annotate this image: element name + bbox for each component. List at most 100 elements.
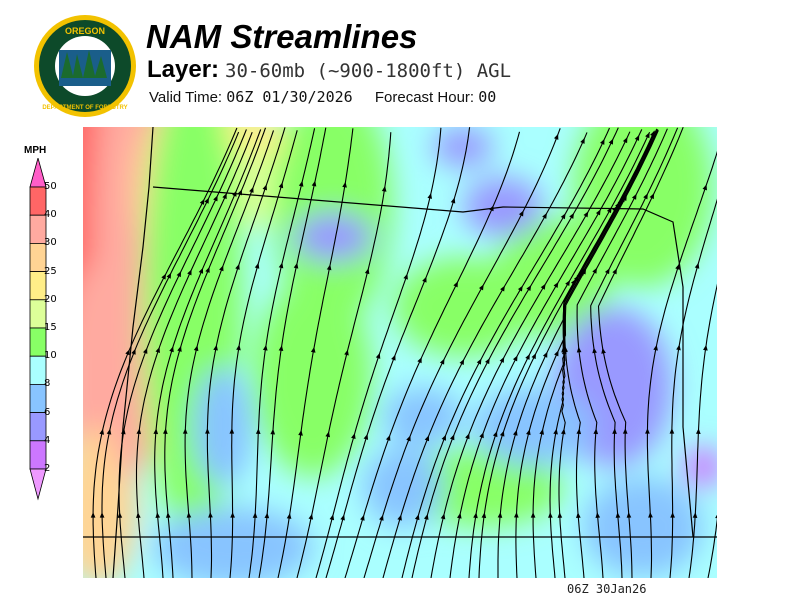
legend-tick-label: 2 — [44, 463, 51, 474]
streamline-arrow — [595, 512, 601, 519]
streamline-arrow — [621, 194, 627, 201]
streamline — [382, 132, 588, 578]
streamline — [688, 283, 717, 578]
streamline-arrow — [278, 345, 284, 352]
streamline — [248, 128, 316, 578]
streamline-arrow — [340, 514, 345, 521]
page-title: NAM Streamlines — [146, 18, 418, 55]
streamline-arrow — [298, 429, 303, 436]
streamline-arrow — [186, 512, 192, 518]
streamline-arrow — [213, 344, 218, 351]
streamline-arrow — [106, 428, 112, 435]
legend-tick-label: 40 — [44, 209, 57, 221]
streamline-arrow — [414, 514, 420, 521]
streamline-arrow — [563, 346, 568, 352]
streamline-arrow — [513, 429, 518, 436]
wind-speed-region — [153, 507, 313, 578]
streamline-arrow — [131, 348, 136, 355]
streamline-arrow — [560, 428, 566, 435]
streamline-arrow — [576, 346, 582, 353]
streamline-arrow — [222, 193, 227, 200]
layer-value: 30-60mb (~900-1800ft) AGL — [225, 60, 512, 82]
streamline-arrow — [569, 212, 574, 219]
wind-speed-region — [493, 217, 613, 337]
state-border — [152, 186, 694, 538]
streamline-arrow — [518, 210, 524, 217]
streamline-arrow — [601, 347, 606, 354]
streamline-arrow — [540, 283, 546, 290]
streamline-arrow — [553, 428, 558, 435]
streamline-arrow — [715, 514, 717, 519]
streamline-arrow — [165, 512, 171, 518]
streamline-arrow — [155, 347, 160, 353]
streamline-arrow — [169, 346, 174, 353]
streamline-arrow — [648, 512, 653, 518]
streamline — [564, 129, 659, 578]
streamline-arrow — [199, 198, 205, 205]
streamline-arrow — [236, 344, 241, 351]
streamline-arrow — [553, 282, 559, 288]
svg-text:DEPARTMENT OF FORESTRY: DEPARTMENT OF FORESTRY — [42, 105, 127, 111]
legend-tick-label: 8 — [44, 378, 51, 390]
streamline — [154, 129, 262, 578]
streamline-arrow — [669, 428, 675, 434]
streamline-arrow — [645, 428, 650, 434]
streamline-arrow — [187, 269, 192, 276]
coastline — [112, 127, 154, 578]
svg-text:OREGON: OREGON — [65, 26, 105, 36]
streamline-arrow — [702, 184, 707, 191]
streamline-arrow — [406, 435, 411, 442]
streamline-arrow — [492, 431, 498, 438]
streamline-arrow — [161, 273, 166, 280]
layer-info: Layer: 30-60mb (~900-1800ft) AGL — [147, 56, 511, 84]
streamline-arrow — [580, 267, 586, 274]
streamline-arrow — [422, 276, 427, 283]
streamline-arrow — [298, 180, 304, 187]
streamline-arrow — [676, 344, 681, 351]
streamline-arrow — [193, 345, 199, 352]
wind-speed-region — [433, 127, 493, 167]
streamline-arrow — [237, 189, 242, 196]
streamline-arrow — [142, 347, 148, 354]
streamline-arrow — [576, 512, 581, 519]
legend-min-arrow — [29, 468, 47, 501]
streamline — [277, 128, 354, 578]
streamline-arrow — [695, 428, 701, 435]
layer-label: Layer: — [147, 56, 220, 83]
streamline — [296, 132, 392, 578]
streamline-arrow — [363, 433, 369, 440]
streamline-arrow — [176, 271, 182, 278]
streamline-arrow — [90, 512, 96, 518]
streamline-arrow — [457, 512, 462, 519]
streamline-arrow — [117, 512, 123, 518]
streamline-arrow — [99, 512, 105, 518]
streamline-arrow — [364, 268, 370, 275]
streamline-arrow — [213, 195, 218, 202]
streamline-arrow — [703, 344, 708, 351]
wind-speed-region — [363, 447, 443, 527]
forecast-hour-label: Forecast Hour: — [374, 89, 475, 106]
streamline-arrow — [182, 428, 188, 434]
legend-tick-label: 25 — [44, 265, 57, 277]
streamline-arrow — [310, 346, 316, 353]
streamline-arrow — [254, 262, 260, 269]
streamline — [363, 128, 561, 578]
streamline-arrow — [230, 512, 235, 518]
streamline-arrow — [525, 353, 530, 360]
legend-tick-label: 20 — [44, 293, 57, 305]
streamline-arrow — [278, 182, 284, 189]
streamline-arrow — [177, 345, 182, 352]
streamline-arrow — [631, 193, 637, 200]
streamline-arrow — [329, 514, 335, 521]
streamline-arrow — [205, 428, 210, 434]
legend-tick-label: 30 — [44, 237, 57, 249]
legend-tick-label: 50 — [44, 181, 57, 192]
streamline-arrow — [205, 266, 210, 273]
streamline-arrow — [542, 212, 547, 219]
wind-speed-region — [583, 477, 703, 577]
streamline — [576, 128, 668, 578]
streamline — [325, 127, 471, 578]
streamline-arrow — [136, 428, 142, 435]
streamline-arrow — [153, 428, 159, 435]
streamline-arrow — [403, 273, 408, 280]
